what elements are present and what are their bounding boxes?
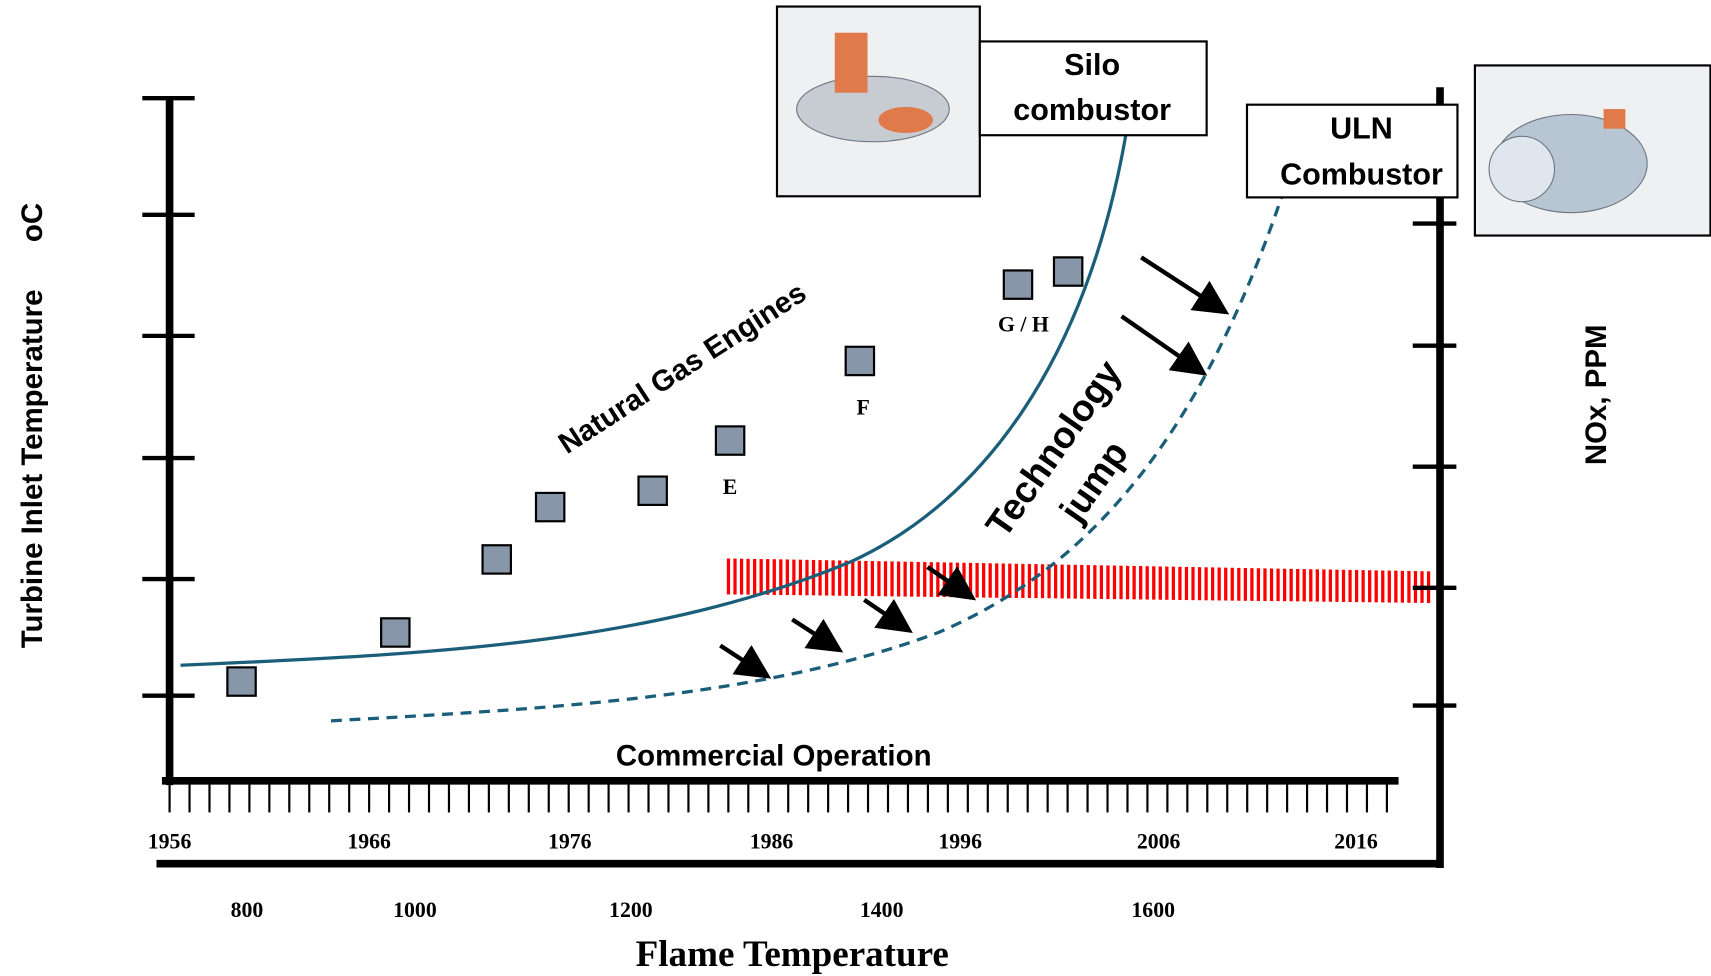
left-axis: [142, 96, 194, 785]
diagram: 1956 1966 1976 1986 1996 2006 2016 800 1000 1200 1…: [0, 0, 1711, 976]
flame-label: 1000: [393, 898, 437, 922]
year-label: 2016: [1334, 829, 1378, 853]
callout-text: ULN: [1330, 111, 1393, 145]
year-label: 1956: [148, 829, 192, 853]
callout-text: Silo: [1064, 48, 1120, 82]
flame-label: 800: [231, 898, 264, 922]
flame-label: 1600: [1131, 898, 1175, 922]
x-label: Flame Temperature: [636, 934, 949, 975]
y-right-label: NOx, PPM: [1580, 324, 1613, 465]
callout-text: combustor: [1013, 93, 1171, 127]
year-label: 2006: [1137, 829, 1181, 853]
year-minor-ticks: [170, 781, 1387, 813]
year-label: 1966: [347, 829, 391, 853]
point-label: G / H: [998, 313, 1049, 337]
year-label: 1976: [548, 829, 592, 853]
uln-curve: [331, 196, 1282, 721]
right-axis: [1413, 87, 1457, 868]
nox-band: [724, 558, 1432, 603]
point-label: E: [723, 475, 738, 499]
y-left-unit: oC: [16, 203, 49, 242]
year-label: 1996: [938, 829, 982, 853]
year-label: 1986: [750, 829, 794, 853]
annotation: Natural Gas Engines: [553, 276, 812, 460]
point-label: F: [856, 395, 869, 419]
engine-points: [227, 257, 1082, 695]
arrows: [720, 257, 1222, 674]
flame-label: 1400: [860, 898, 904, 922]
flame-label: 1200: [609, 898, 653, 922]
x-top-label: Commercial Operation: [616, 740, 932, 773]
callout-text: Combustor: [1280, 157, 1443, 191]
y-left-label: Turbine Inlet Temperature: [16, 290, 49, 649]
